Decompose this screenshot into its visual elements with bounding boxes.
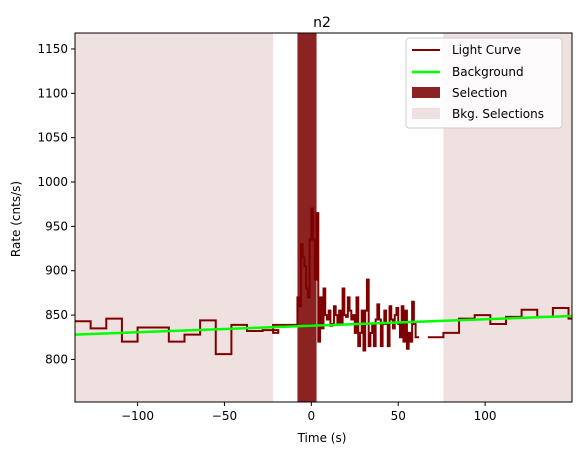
x-tick-label: 50 <box>391 409 406 423</box>
selection-region <box>297 33 317 402</box>
light-curve-line-late <box>427 306 572 339</box>
x-axis-label: Time (s) <box>297 431 347 445</box>
x-tick-label: 100 <box>474 409 497 423</box>
bkg-selection-region <box>75 33 274 402</box>
y-tick-label: 1150 <box>37 42 68 56</box>
x-tick-label: 0 <box>308 409 316 423</box>
y-tick-label: 1100 <box>37 86 68 100</box>
legend-swatch-bkg-selections <box>412 108 440 119</box>
legend-swatch-selection <box>412 87 440 98</box>
legend-label-background: Background <box>452 65 524 79</box>
y-tick-label: 1050 <box>37 131 68 145</box>
axes-frame <box>74 32 573 403</box>
y-tick-label: 1000 <box>37 175 68 189</box>
legend-label-bkg-selections: Bkg. Selections <box>452 107 544 121</box>
x-tick-label: −100 <box>121 409 154 423</box>
chart-title: n2 <box>313 15 331 31</box>
legend: Light Curve Background Selection Bkg. Se… <box>405 37 563 129</box>
y-tick-label: 900 <box>45 264 68 278</box>
y-tick-label: 850 <box>45 308 68 322</box>
legend-label-selection: Selection <box>452 86 507 100</box>
y-tick-label: 800 <box>45 352 68 366</box>
legend-label-light-curve: Light Curve <box>452 43 521 57</box>
legend-box <box>405 37 563 129</box>
y-axis-label: Rate (cnts/s) <box>9 181 23 257</box>
x-tick-label: −50 <box>212 409 237 423</box>
background-line <box>74 314 573 336</box>
y-tick-label: 950 <box>45 219 68 233</box>
plot-area: −100 −50 0 50 100 800 850 900 950 1000 1050 1100 115… <box>37 32 573 423</box>
